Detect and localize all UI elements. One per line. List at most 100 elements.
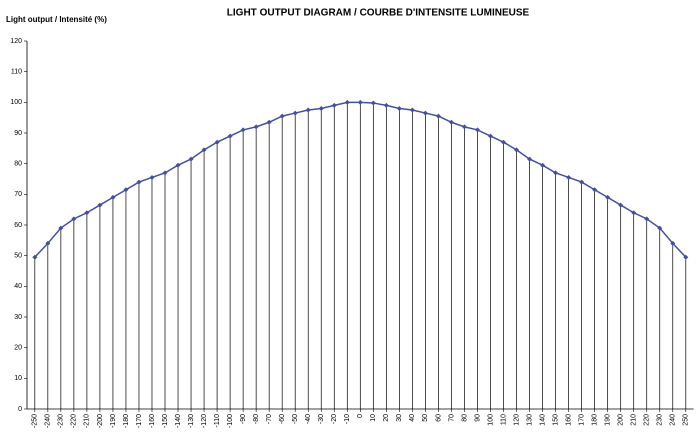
marker — [409, 107, 415, 113]
marker — [540, 162, 546, 168]
x-tick-label: -50 — [292, 414, 299, 424]
x-tick-label: 230 — [657, 414, 664, 426]
marker — [605, 194, 611, 200]
y-tick-label: 100 — [10, 99, 22, 106]
y-tick-label: 70 — [14, 191, 22, 198]
marker — [357, 99, 363, 105]
x-tick-label: -20 — [331, 414, 338, 424]
y-tick-label: 30 — [14, 314, 22, 321]
marker — [644, 216, 650, 222]
marker — [318, 105, 324, 111]
x-tick-label: 30 — [396, 414, 403, 422]
marker — [97, 202, 103, 208]
x-tick-label: -170 — [136, 414, 143, 428]
x-tick-label: 140 — [539, 414, 546, 426]
x-tick-label: -210 — [84, 414, 91, 428]
y-tick-label: 50 — [14, 253, 22, 260]
marker — [162, 170, 168, 176]
marker — [683, 254, 689, 260]
marker — [175, 162, 181, 168]
x-tick-label: 240 — [670, 414, 677, 426]
marker — [227, 133, 233, 139]
marker — [71, 216, 77, 222]
x-tick-label: -120 — [201, 414, 208, 428]
marker — [527, 156, 533, 162]
marker — [253, 124, 259, 130]
x-tick-label: -190 — [110, 414, 117, 428]
marker — [631, 210, 637, 216]
x-tick-label: 200 — [618, 414, 625, 426]
marker — [266, 119, 272, 125]
x-tick-label: 220 — [644, 414, 651, 426]
marker — [331, 102, 337, 108]
marker — [58, 225, 64, 231]
x-tick-label: 60 — [435, 414, 442, 422]
x-tick-label: 20 — [383, 414, 390, 422]
marker — [566, 174, 572, 180]
marker — [396, 105, 402, 111]
marker — [149, 174, 155, 180]
marker — [461, 124, 467, 130]
x-tick-label: 110 — [500, 414, 507, 425]
x-tick-label: 100 — [487, 414, 494, 426]
marker — [110, 194, 116, 200]
marker — [618, 202, 624, 208]
marker — [592, 187, 598, 193]
x-tick-label: -250 — [32, 414, 39, 428]
x-tick-label: 150 — [552, 414, 559, 426]
y-tick-label: 10 — [14, 375, 22, 382]
marker — [240, 127, 246, 133]
marker — [123, 187, 129, 193]
x-tick-label: 0 — [357, 414, 364, 418]
y-tick-label: 90 — [14, 130, 22, 137]
x-tick-label: -130 — [188, 414, 195, 428]
marker — [45, 240, 51, 246]
x-tick-label: 160 — [565, 414, 572, 426]
marker — [32, 254, 38, 260]
marker — [370, 100, 376, 106]
marker — [201, 147, 207, 153]
x-tick-label: -40 — [305, 414, 312, 424]
x-tick-label: -150 — [162, 414, 169, 428]
x-tick-label: 50 — [422, 414, 429, 422]
marker — [383, 102, 389, 108]
x-tick-label: 90 — [474, 414, 481, 422]
y-tick-label: 40 — [14, 283, 22, 290]
x-tick-label: 10 — [370, 414, 377, 422]
x-tick-label: 130 — [526, 414, 533, 426]
marker — [487, 133, 493, 139]
marker — [214, 139, 220, 145]
x-tick-label: -10 — [344, 414, 351, 424]
x-tick-label: -200 — [97, 414, 104, 428]
y-axis-label: Light output / Intensité (%) — [6, 15, 107, 24]
chart-title: LIGHT OUTPUT DIAGRAM / COURBE D'INTENSIT… — [227, 8, 530, 19]
marker — [435, 113, 441, 119]
marker — [657, 225, 663, 231]
x-tick-label: 120 — [513, 414, 520, 426]
x-tick-label: -30 — [318, 414, 325, 424]
x-tick-label: -90 — [240, 414, 247, 424]
marker — [670, 240, 676, 246]
marker — [422, 110, 428, 116]
marker — [188, 156, 194, 162]
x-tick-label: -180 — [123, 414, 130, 428]
x-tick-label: 210 — [631, 414, 638, 426]
marker — [292, 110, 298, 116]
x-tick-label: -220 — [71, 414, 78, 428]
x-tick-label: -140 — [175, 414, 182, 428]
x-tick-label: -240 — [45, 414, 52, 428]
x-tick-label: 70 — [448, 414, 455, 422]
x-tick-label: 180 — [591, 414, 598, 426]
marker — [136, 179, 142, 185]
y-tick-label: 110 — [11, 69, 22, 76]
x-tick-label: -110 — [214, 414, 221, 428]
y-tick-label: 80 — [14, 161, 22, 168]
y-tick-label: 0 — [18, 406, 22, 413]
marker — [305, 107, 311, 113]
x-tick-label: -70 — [266, 414, 273, 424]
x-tick-label: -230 — [58, 414, 65, 428]
x-tick-label: 80 — [461, 414, 468, 422]
marker — [501, 139, 507, 145]
marker — [514, 147, 520, 153]
